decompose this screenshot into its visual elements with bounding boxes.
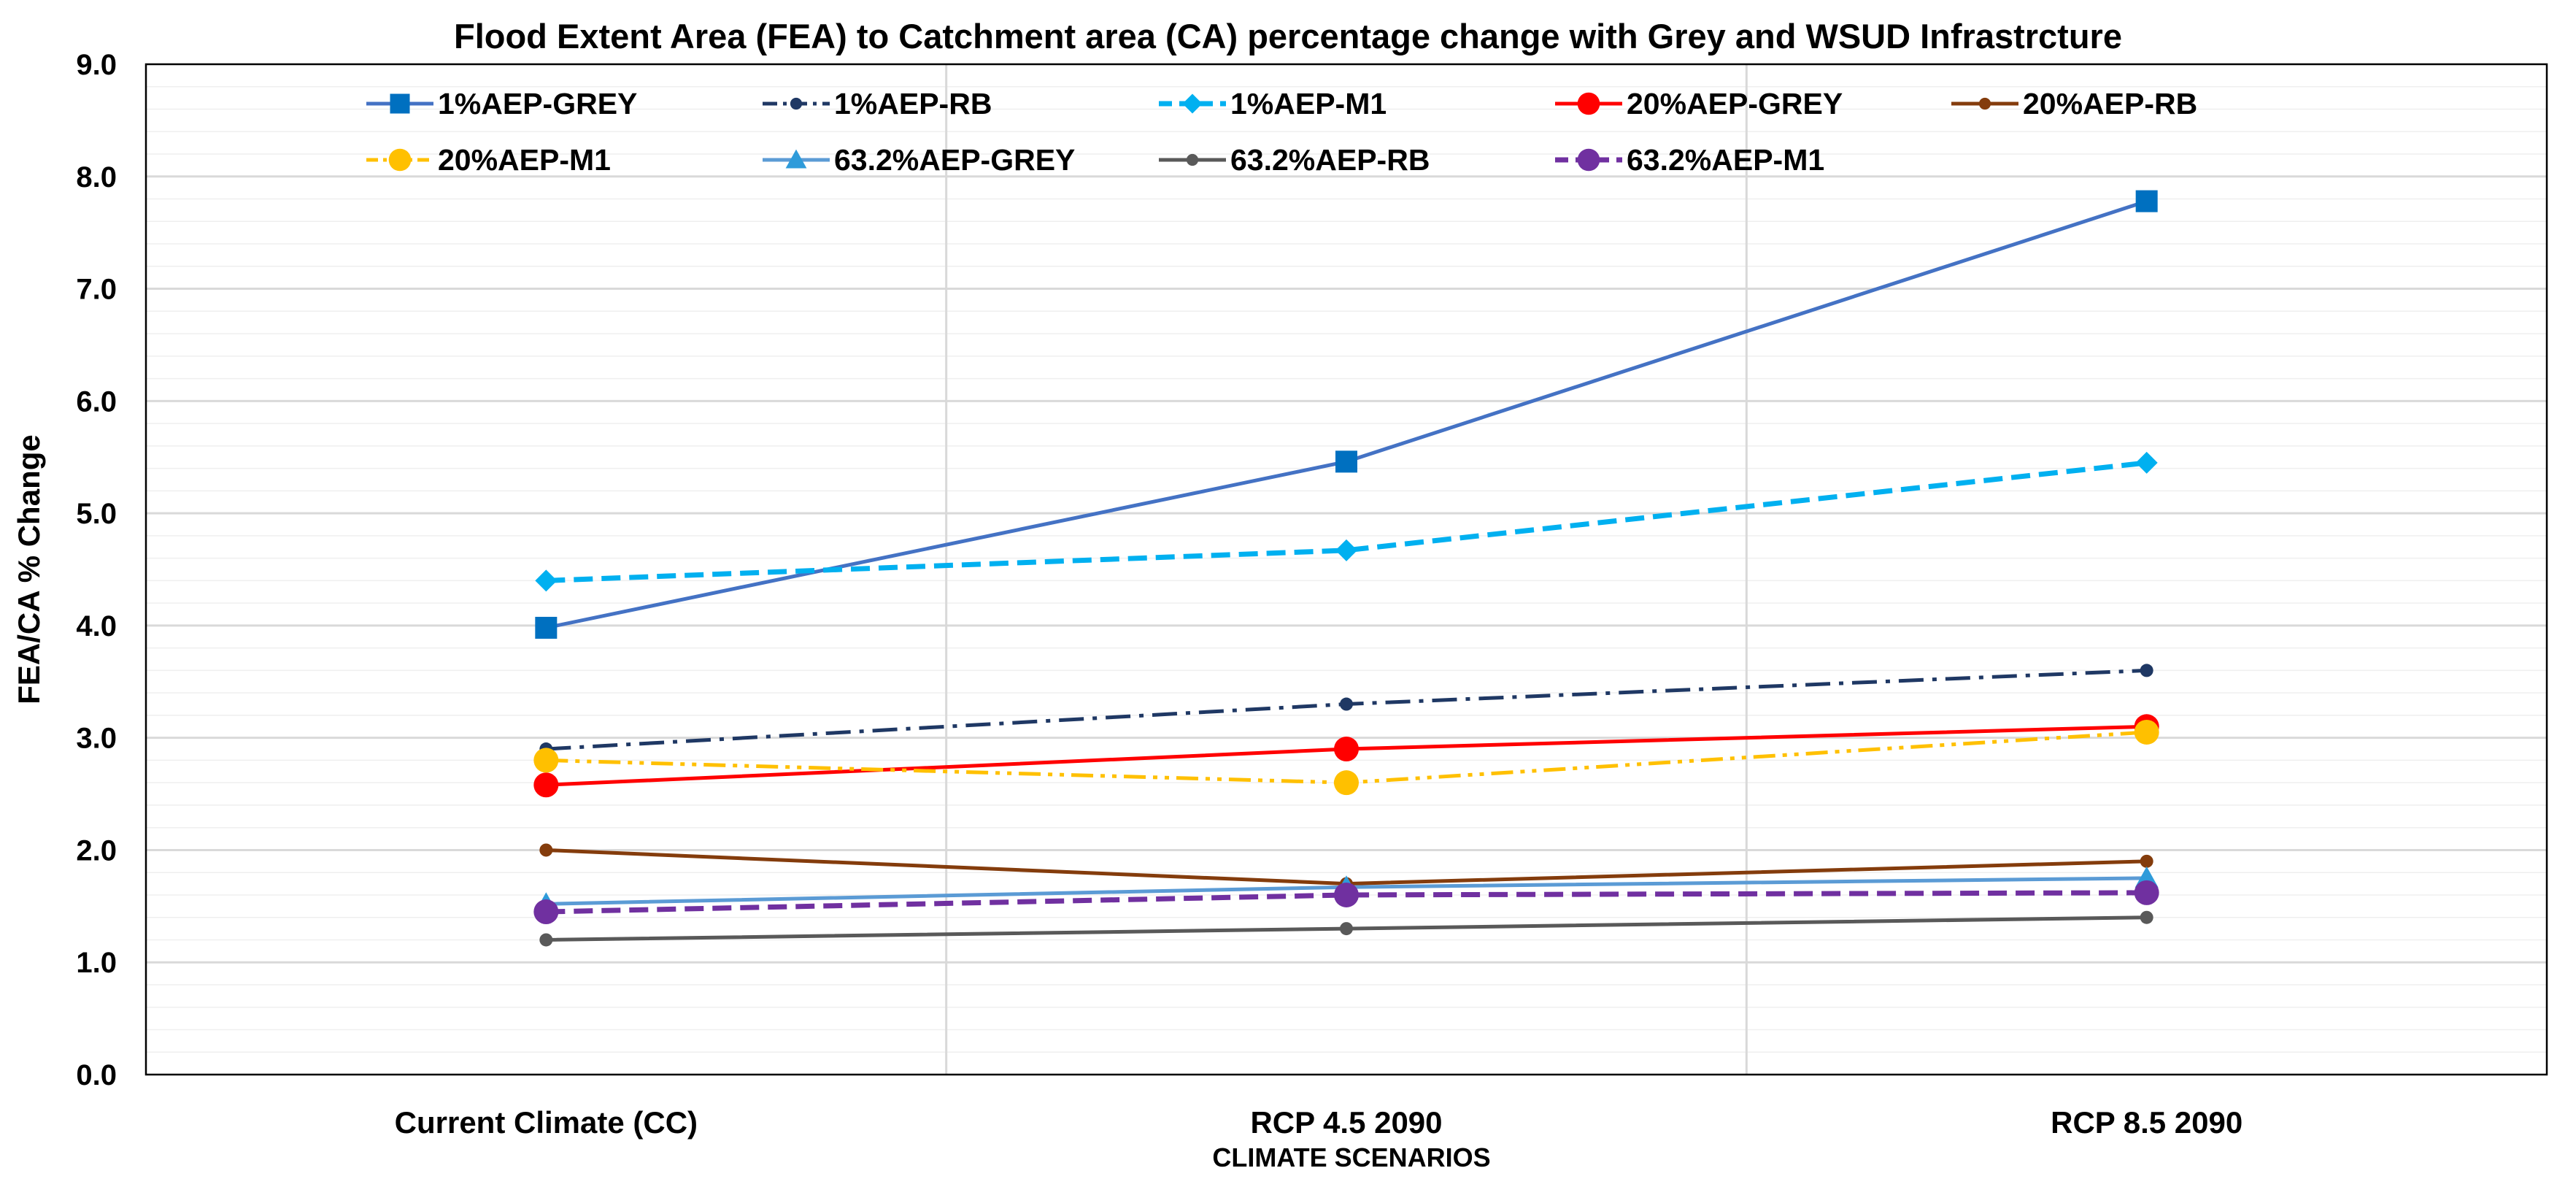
legend-item: 1%AEP-GREY: [366, 87, 637, 120]
data-point: [1334, 770, 1359, 796]
data-point: [1335, 539, 1357, 561]
y-tick-label: 2.0: [76, 834, 117, 867]
series-layer: [533, 190, 2159, 947]
legend-label: 20%AEP-RB: [2023, 87, 2197, 120]
data-point: [539, 933, 553, 947]
legend-label: 63.2%AEP-M1: [1627, 143, 1824, 177]
legend-item: 63.2%AEP-M1: [1555, 143, 1824, 177]
legend-item: 63.2%AEP-GREY: [763, 143, 1075, 177]
legend-item: 20%AEP-GREY: [1555, 87, 1843, 120]
series-line: [546, 460, 2148, 583]
y-axis-ticks: 0.0 1.0 2.0 3.0 4.0 5.0 6.0 7.0 8.0 9.0: [76, 49, 117, 1091]
legend-marker: [790, 97, 803, 110]
data-point: [533, 772, 559, 798]
y-tick-label: 3.0: [76, 723, 117, 755]
y-tick-label: 1.0: [76, 947, 117, 979]
legend-item: 1%AEP-RB: [763, 87, 992, 120]
series-20-aep-m1: [533, 719, 2159, 796]
y-tick-label: 9.0: [76, 49, 117, 81]
legend-label: 1%AEP-M1: [1230, 87, 1387, 120]
legend-label: 63.2%AEP-GREY: [834, 143, 1075, 177]
x-tick-label: RCP 4.5 2090: [1250, 1105, 1442, 1140]
data-point: [533, 748, 559, 773]
legend-marker: [388, 148, 412, 172]
legend-marker: [1182, 93, 1203, 114]
series-1-aep-m1: [535, 451, 2158, 592]
data-point: [2135, 451, 2158, 474]
series-line: [546, 890, 2147, 915]
chart-title: Flood Extent Area (FEA) to Catchment are…: [454, 17, 2122, 55]
plot-area-border: [144, 63, 2548, 1076]
legend-item: 1%AEP-M1: [1159, 87, 1387, 120]
series-63-2-aep-rb: [539, 910, 2153, 947]
legend-item: 20%AEP-M1: [366, 143, 611, 177]
legend-marker: [1186, 153, 1199, 166]
data-point: [2134, 880, 2159, 905]
x-tick-label: Current Climate (CC): [395, 1105, 698, 1140]
data-point: [2140, 664, 2153, 677]
legend-label: 1%AEP-RB: [834, 87, 992, 120]
legend-item: 63.2%AEP-RB: [1159, 143, 1430, 177]
legend-marker: [785, 149, 807, 169]
data-point: [2135, 190, 2158, 212]
y-tick-label: 7.0: [76, 274, 117, 306]
data-point: [2140, 910, 2153, 924]
data-point: [535, 616, 558, 639]
y-tick-label: 8.0: [76, 161, 117, 193]
legend-item: 20%AEP-RB: [1951, 87, 2197, 120]
y-axis-label: FEA/CA % Change: [12, 434, 46, 704]
data-point: [533, 899, 559, 925]
y-tick-label: 5.0: [76, 498, 117, 530]
data-point: [535, 569, 558, 592]
legend-marker: [390, 93, 410, 114]
legend-label: 1%AEP-GREY: [438, 87, 637, 120]
data-point: [1340, 922, 1353, 936]
legend-label: 20%AEP-M1: [438, 143, 611, 177]
x-axis-label: CLIMATE SCENARIOS: [1212, 1142, 1490, 1172]
data-point: [1340, 697, 1353, 711]
y-tick-label: 6.0: [76, 385, 117, 418]
legend-label: 63.2%AEP-RB: [1230, 143, 1430, 177]
x-tick-label: RCP 8.5 2090: [2051, 1105, 2243, 1140]
legend-marker: [1577, 92, 1600, 115]
series-63-2-aep-m1: [533, 880, 2159, 925]
data-point: [1334, 737, 1359, 762]
legend-marker: [1978, 97, 1991, 110]
y-tick-label: 0.0: [76, 1059, 117, 1091]
legend-marker: [1577, 148, 1600, 172]
x-axis-ticks: Current Climate (CC) RCP 4.5 2090 RCP 8.5 …: [395, 1105, 2243, 1140]
data-point: [1334, 882, 1359, 907]
y-tick-label: 4.0: [76, 610, 117, 642]
data-point: [2140, 854, 2153, 868]
data-point: [539, 843, 553, 857]
legend: 1%AEP-GREY 1%AEP-RB 1%AEP-M1 20%AEP-GREY 20%…: [366, 87, 2197, 177]
data-point: [2134, 719, 2159, 745]
legend-label: 20%AEP-GREY: [1627, 87, 1843, 120]
data-point: [1335, 450, 1357, 473]
